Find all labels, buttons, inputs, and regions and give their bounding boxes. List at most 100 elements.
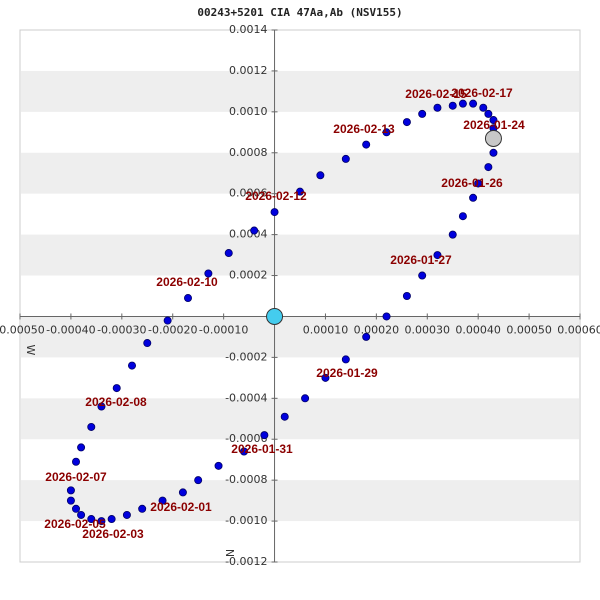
orbit-point [484, 109, 493, 118]
orbit-point [479, 103, 488, 112]
x-tick-label: 0.00030 [405, 323, 451, 336]
y-tick-label: -0.0012 [225, 555, 267, 568]
y-tick-label: 0.0002 [229, 269, 268, 282]
y-tick-label: -0.0004 [225, 391, 267, 404]
orbit-point [489, 116, 498, 125]
orbit-point [77, 510, 86, 519]
orbit-point [362, 140, 371, 149]
y-tick-label: 0.0004 [229, 228, 268, 241]
orbit-point [183, 294, 192, 303]
orbit-point [448, 230, 457, 239]
x-tick-label: -0.00010 [199, 323, 248, 336]
x-tick-label: -0.00050 [0, 323, 45, 336]
x-tick-label: 0.00020 [354, 323, 400, 336]
orbit-point [87, 515, 96, 524]
orbit-point [418, 271, 427, 280]
y-tick-label: 0.0006 [229, 187, 268, 200]
y-tick-label: -0.0008 [225, 473, 267, 486]
date-annotation: 2026-01-24 [463, 118, 525, 132]
x-tick-label: 0.00010 [303, 323, 349, 336]
orbit-point [138, 504, 147, 513]
date-annotation: 2026-01-29 [316, 366, 378, 380]
orbit-point [402, 291, 411, 300]
orbit-point [280, 412, 289, 421]
date-annotation: 2026-02-12 [245, 189, 307, 203]
y-tick-label: -0.0006 [225, 432, 267, 445]
orbit-point [97, 517, 106, 526]
orbit-point [204, 269, 213, 278]
orbit-point [382, 128, 391, 137]
date-annotation: 2026-02-15 [405, 87, 467, 101]
orbit-point [66, 496, 75, 505]
orbit-point [214, 461, 223, 470]
orbit-point [458, 212, 467, 221]
date-annotation: 2026-02-03 [82, 527, 144, 541]
orbit-point [489, 148, 498, 157]
grid-band [21, 480, 579, 522]
orbit-point [127, 361, 136, 370]
orbit-point [458, 99, 467, 108]
orbit-point [122, 510, 131, 519]
orbit-point [321, 373, 330, 382]
date-annotation: 2026-01-31 [231, 442, 293, 456]
grid-band [21, 398, 579, 440]
orbit-point [87, 422, 96, 431]
date-annotation: 2026-02-10 [156, 275, 218, 289]
orbit-point [72, 457, 81, 466]
orbit-point [224, 249, 233, 258]
orbit-point [469, 99, 478, 108]
chart-title: 00243+5201 CIA 47Aa,Ab (NSV155) [197, 6, 402, 19]
orbit-point [112, 384, 121, 393]
orbit-point [433, 103, 442, 112]
orbit-point [194, 476, 203, 485]
date-annotation: 2026-02-01 [150, 500, 212, 514]
marker [484, 129, 502, 147]
date-annotation: 2026-02-07 [45, 470, 107, 484]
orbit-point [469, 193, 478, 202]
orbit-point [72, 504, 81, 513]
orbit-point [97, 402, 106, 411]
orbit-point [402, 118, 411, 127]
date-annotation: 2026-02-17 [451, 86, 513, 100]
orbit-point [295, 187, 304, 196]
y-tick-label: -0.0002 [225, 350, 267, 363]
orbit-point [484, 163, 493, 172]
y-tick-label: -0.0010 [225, 514, 267, 527]
orbit-point [66, 486, 75, 495]
x-tick-label: 0.00060 [557, 323, 600, 336]
date-annotation: 2026-01-27 [390, 253, 452, 267]
orbit-point [382, 312, 391, 321]
orbit-point [418, 109, 427, 118]
orbit-point [341, 154, 350, 163]
marker [266, 307, 284, 325]
grid-band [21, 316, 579, 358]
x-tick-label: -0.00030 [97, 323, 146, 336]
x-tick-label: -0.00040 [46, 323, 95, 336]
orbit-point [474, 179, 483, 188]
grid-band [21, 152, 579, 194]
orbit-point [239, 447, 248, 456]
x-tick-label: 0.00040 [455, 323, 501, 336]
date-annotation: 2026-02-05 [44, 517, 106, 531]
date-annotation: 2026-01-26 [441, 176, 503, 190]
x-axis-label: W [24, 345, 37, 356]
orbit-point [362, 332, 371, 341]
orbit-point [270, 208, 279, 217]
orbit-point [433, 251, 442, 260]
orbit-point [77, 443, 86, 452]
y-tick-label: 0.0008 [229, 146, 268, 159]
orbit-point [301, 394, 310, 403]
orbit-point [341, 355, 350, 364]
y-tick-label: 0.0012 [229, 64, 268, 77]
orbit-point [260, 431, 269, 440]
orbit-point [107, 515, 116, 524]
date-annotation: 2026-02-08 [85, 395, 147, 409]
plot-background [19, 29, 581, 563]
orbit-point [448, 101, 457, 110]
orbit-point [178, 488, 187, 497]
y-axis-label: N [223, 549, 236, 557]
x-tick-label: -0.00020 [148, 323, 197, 336]
y-tick-label: 0.0014 [229, 23, 268, 36]
